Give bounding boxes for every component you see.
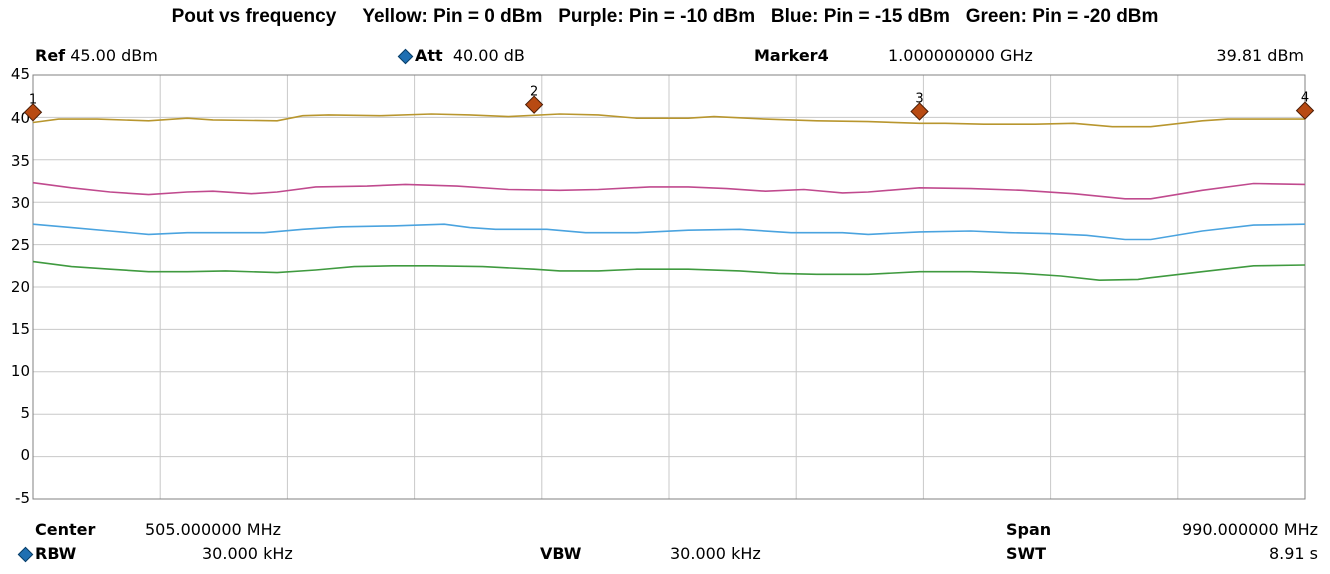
trace-line-3 [32,223,1306,241]
span-value: 990.000000 MHz [1181,520,1318,539]
trace-line-4 [32,260,1306,282]
marker-diamond [524,95,544,114]
rbw-label: RBW [35,544,77,563]
marker-diamond [910,102,929,121]
center-value: 505.000000 MHz [145,520,282,539]
att-value: 40.00 dB [452,46,525,65]
ref-level-readout: Ref 45.00 dBm [35,46,158,66]
y-tick-label: 40 [10,109,30,127]
y-tick-label: 15 [10,320,30,338]
swt-value: 8.91 s [1268,544,1318,563]
y-tick-label: 30 [10,194,30,212]
marker-frequency: 1.000000000 GHz [888,46,1033,65]
plot-frame [32,74,1306,500]
marker-label: 1 [29,92,37,107]
marker-label: 2 [530,85,538,100]
marker-level: 39.81 dBm [1216,46,1304,65]
y-tick-label: 25 [10,236,30,254]
y-tick-label: 35 [10,152,30,170]
y-tick-label: 45 [10,65,30,83]
diamond-icon [17,546,34,562]
marker-diamond [1295,101,1315,120]
rbw-value: 30.000 kHz [202,544,293,563]
ref-label: Ref [35,46,66,65]
marker-label: Marker4 [754,46,829,65]
span-label: Span [1006,520,1052,539]
vbw-value: 30.000 kHz [670,544,761,563]
marker-diamond [23,103,43,122]
ref-value: 45.00 dBm [70,46,158,65]
vbw-label: VBW [540,544,582,563]
y-tick-label: 5 [20,404,30,422]
attenuation-readout[interactable]: Att 40.00 dB [397,46,525,66]
att-label: Att [415,46,443,65]
center-label: Center [35,520,96,539]
marker-label: 4 [1301,91,1309,106]
trace-line-2 [32,181,1306,200]
chart-title: Pout vs frequency Yellow: Pin = 0 dBm Pu… [171,6,1159,27]
swt-label: SWT [1006,544,1047,563]
marker-label: 3 [915,91,923,106]
y-tick-label: 0 [20,446,30,464]
y-tick-label: -5 [15,489,30,507]
trace-line-1 [32,113,1305,128]
y-tick-label: 20 [10,278,30,296]
y-tick-label: 10 [10,362,30,380]
rbw-readout[interactable]: RBW [17,544,77,564]
